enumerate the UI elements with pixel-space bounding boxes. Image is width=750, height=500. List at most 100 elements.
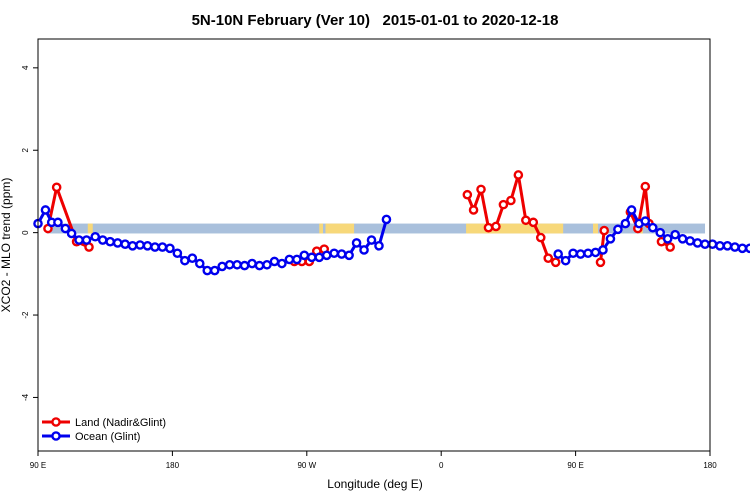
legend: Land (Nadir&Glint) Ocean (Glint) bbox=[42, 417, 166, 443]
land-band-segment bbox=[593, 223, 598, 234]
data-point bbox=[53, 217, 63, 228]
data-point bbox=[239, 260, 250, 271]
data-point bbox=[553, 249, 563, 259]
data-point bbox=[543, 253, 554, 263]
data-point bbox=[550, 257, 561, 268]
data-point bbox=[528, 217, 539, 228]
data-point bbox=[595, 257, 606, 268]
data-point bbox=[269, 256, 280, 267]
data-point bbox=[105, 236, 115, 247]
data-point bbox=[598, 245, 608, 255]
legend-item: Land (Nadir&Glint) bbox=[42, 417, 166, 429]
y-axis: -4 -2 0 2 4 bbox=[21, 65, 38, 401]
legend-item: Ocean (Glint) bbox=[42, 431, 140, 443]
data-point bbox=[359, 245, 369, 255]
data-point bbox=[329, 248, 339, 259]
data-point bbox=[575, 249, 586, 259]
data-point bbox=[254, 260, 265, 271]
data-point bbox=[665, 242, 675, 252]
data-point bbox=[640, 181, 651, 192]
series-land bbox=[43, 170, 675, 268]
data-point bbox=[620, 218, 631, 229]
data-point bbox=[513, 170, 524, 180]
data-point bbox=[209, 265, 220, 276]
data-point bbox=[40, 205, 51, 215]
data-point bbox=[737, 243, 748, 254]
legend-swatch-marker bbox=[51, 431, 61, 441]
data-point bbox=[692, 238, 703, 248]
land-band-segment bbox=[87, 223, 93, 234]
data-point bbox=[381, 214, 392, 225]
data-point bbox=[187, 253, 198, 263]
plot-frame bbox=[37, 38, 711, 452]
data-point bbox=[284, 254, 295, 265]
data-point bbox=[568, 248, 578, 259]
data-point bbox=[74, 235, 84, 245]
data-point bbox=[715, 241, 725, 251]
data-point bbox=[677, 234, 688, 244]
x-tick-label: 180 bbox=[166, 461, 180, 470]
data-point bbox=[374, 241, 384, 251]
land-band-segment bbox=[466, 223, 564, 234]
data-point bbox=[232, 259, 242, 270]
data-point bbox=[640, 216, 651, 226]
data-point bbox=[521, 215, 531, 226]
y-tick-label: -2 bbox=[21, 311, 30, 319]
data-point bbox=[217, 261, 227, 272]
y-tick-label: 4 bbox=[21, 65, 30, 70]
data-point bbox=[468, 205, 479, 215]
x-tick-label: 0 bbox=[439, 461, 444, 470]
x-axis: 90 E 180 90 W 0 90 E 180 bbox=[30, 451, 717, 470]
data-point bbox=[142, 241, 153, 251]
data-point bbox=[351, 238, 362, 248]
data-point bbox=[194, 258, 205, 269]
data-point bbox=[292, 254, 302, 265]
data-point bbox=[277, 258, 287, 269]
data-point bbox=[90, 231, 101, 242]
data-point bbox=[605, 234, 616, 244]
data-point bbox=[314, 252, 325, 263]
legend-swatch-marker bbox=[51, 417, 61, 427]
series-line bbox=[46, 185, 90, 249]
data-point bbox=[81, 235, 92, 245]
data-point bbox=[476, 184, 486, 195]
data-point bbox=[626, 205, 637, 215]
y-tick-label: 2 bbox=[21, 147, 30, 152]
y-axis-label: XCO2 - MLO trend (ppm) bbox=[0, 178, 13, 313]
data-point bbox=[685, 236, 695, 246]
data-point bbox=[613, 224, 623, 235]
data-point bbox=[120, 239, 130, 249]
series-line bbox=[628, 184, 651, 231]
ocean-band bbox=[46, 223, 706, 234]
data-point bbox=[66, 228, 77, 239]
data-point bbox=[321, 250, 332, 261]
land-band-segment bbox=[319, 223, 323, 234]
data-point bbox=[165, 243, 175, 254]
data-point bbox=[112, 238, 123, 248]
legend-label: Land (Nadir&Glint) bbox=[75, 417, 166, 429]
data-point bbox=[647, 222, 658, 233]
x-tick-label: 90 E bbox=[567, 461, 583, 470]
x-tick-label: 180 bbox=[703, 461, 717, 470]
data-point bbox=[700, 239, 710, 249]
data-point bbox=[535, 232, 546, 243]
x-tick-label: 90 E bbox=[30, 461, 46, 470]
data-point bbox=[344, 250, 354, 261]
legend-label: Ocean (Glint) bbox=[75, 431, 140, 443]
data-point bbox=[51, 182, 62, 193]
series-ocean bbox=[33, 205, 750, 276]
data-point bbox=[127, 241, 138, 251]
data-point bbox=[560, 255, 571, 266]
x-axis-label: Longitude (deg E) bbox=[327, 477, 422, 491]
data-point bbox=[483, 222, 494, 233]
data-point bbox=[662, 234, 673, 244]
data-point bbox=[247, 258, 257, 269]
data-point bbox=[262, 259, 272, 270]
chart-title: 5N-10N February (Ver 10) 2015-01-01 to 2… bbox=[192, 12, 559, 29]
data-point bbox=[498, 199, 509, 210]
data-point bbox=[202, 265, 213, 276]
data-point bbox=[655, 227, 666, 238]
data-point bbox=[590, 247, 601, 258]
data-point bbox=[366, 235, 377, 245]
